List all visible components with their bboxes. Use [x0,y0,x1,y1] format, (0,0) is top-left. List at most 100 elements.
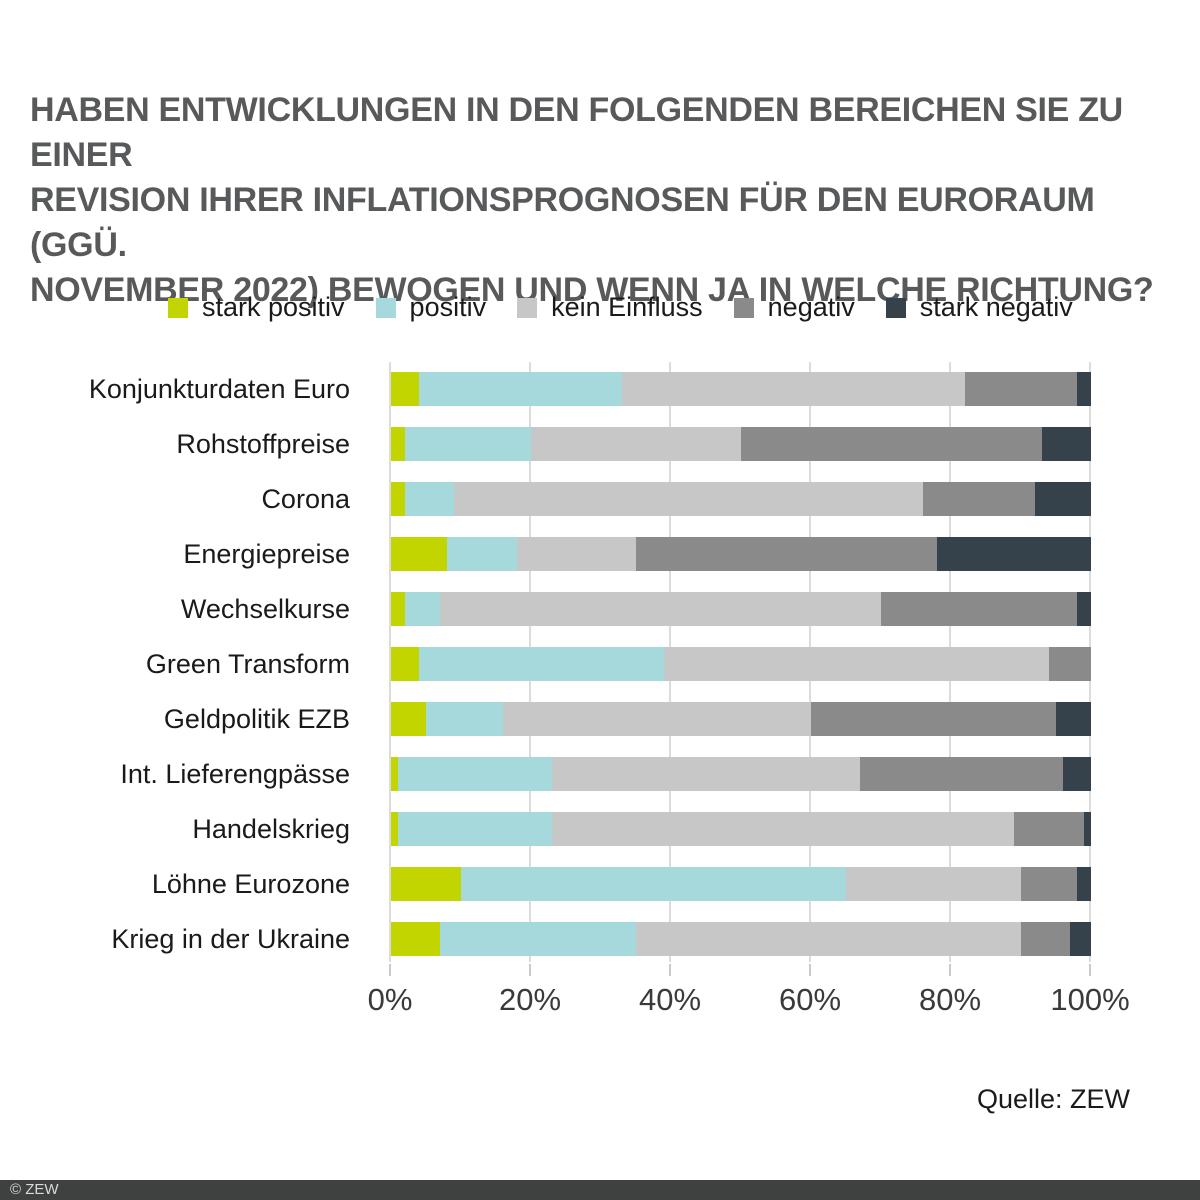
bar-segment-stark-negativ [1063,757,1091,791]
category-label: Corona [261,484,350,514]
x-axis-label: 100% [1050,982,1130,1017]
bar-segment-kein-Einfluss [517,537,636,571]
bar-segment-positiv [405,427,531,461]
bar-segment-kein-Einfluss [552,757,860,791]
chart-legend: stark positiv positiv kein Einfluss negativ… [168,292,1104,323]
bar-segment-stark-positiv [391,702,426,736]
legend-item-stark-negativ: stark negativ [885,292,1073,323]
bar-row [391,867,1091,901]
axis-tick [1089,964,1091,976]
bar-segment-positiv [419,372,622,406]
bar-segment-negativ [1014,812,1084,846]
bar-segment-stark-positiv [391,427,405,461]
legend-label: negativ [767,292,855,322]
legend-swatch [517,297,538,318]
bar-row [391,702,1091,736]
bar-segment-negativ [1021,867,1077,901]
category-label: Geldpolitik EZB [163,704,350,734]
bar-segment-kein-Einfluss [454,482,923,516]
category-label: Wechselkurse [180,594,350,624]
bar-segment-positiv [398,812,552,846]
x-axis-label: 20% [498,982,562,1017]
bar-segment-stark-positiv [391,647,419,681]
bar-segment-negativ [923,482,1035,516]
bar-segment-stark-negativ [1077,592,1091,626]
bar-segment-positiv [447,537,517,571]
bar-segment-stark-negativ [937,537,1091,571]
category-label: Konjunkturdaten Euro [88,374,350,404]
axis-tick [529,964,531,976]
legend-swatch [885,297,906,318]
source-note: Quelle: ZEW [976,1084,1130,1114]
bar-segment-positiv [398,757,552,791]
axis-tick [809,964,811,976]
bar-segment-stark-negativ [1077,372,1091,406]
bar-row [391,372,1091,406]
bar-segment-negativ [1049,647,1091,681]
bar-segment-negativ [741,427,1042,461]
bar-segment-stark-negativ [1077,867,1091,901]
bar-row [391,592,1091,626]
category-label: Rohstoffpreise [176,429,350,459]
bar-segment-positiv [419,647,664,681]
bar-row [391,922,1091,956]
bar-segment-negativ [965,372,1077,406]
bar-segment-kein-Einfluss [846,867,1021,901]
footer-copyright-bar: © ZEW [0,1180,1200,1200]
axis-tick [669,964,671,976]
bar-segment-stark-negativ [1035,482,1091,516]
category-label: Green Transform [145,649,350,679]
bar-segment-negativ [636,537,937,571]
bar-row [391,427,1091,461]
bar-segment-stark-positiv [391,482,405,516]
bar-segment-stark-positiv [391,372,419,406]
legend-label: stark negativ [919,292,1073,322]
bar-segment-kein-Einfluss [531,427,741,461]
category-label: Handelskrieg [192,814,350,844]
bar-row [391,757,1091,791]
bar-segment-negativ [860,757,1063,791]
bar-segment-positiv [405,592,440,626]
bar-segment-kein-Einfluss [636,922,1021,956]
bar-segment-stark-positiv [391,867,461,901]
legend-item-negativ: negativ [733,292,855,323]
bar-row [391,482,1091,516]
footer-copyright-text: © ZEW [10,1181,59,1198]
legend-item-stark-positiv: stark positiv [168,292,345,323]
bar-segment-stark-positiv [391,922,440,956]
bar-segment-positiv [461,867,846,901]
title-line-1: HABEN ENTWICKLUNGEN IN DEN FOLGENDEN BER… [30,91,1123,174]
bar-row [391,537,1091,571]
legend-item-positiv: positiv [375,292,487,323]
bar-segment-kein-Einfluss [552,812,1014,846]
bar-segment-kein-Einfluss [622,372,965,406]
legend-item-kein-Einfluss: kein Einfluss [517,292,703,323]
category-label: Krieg in der Ukraine [111,924,350,954]
bar-segment-negativ [811,702,1056,736]
bar-segment-stark-positiv [391,812,398,846]
bar-segment-kein-Einfluss [440,592,881,626]
bar-segment-stark-positiv [391,592,405,626]
legend-label: stark positiv [202,292,345,322]
axis-tick [389,964,391,976]
bar-segment-positiv [405,482,454,516]
bar-segment-negativ [1021,922,1070,956]
category-label: Löhne Eurozone [151,869,350,899]
bar-segment-negativ [881,592,1077,626]
bar-segment-positiv [440,922,636,956]
category-label: Int. Lieferengpässe [120,759,350,789]
axis-tick [949,964,951,976]
title-line-3: NOVEMBER 2022) BEWOGEN UND WENN JA IN WE… [30,271,1154,309]
bar-segment-kein-Einfluss [503,702,811,736]
legend-swatch [375,297,396,318]
bar-row [391,812,1091,846]
x-axis-label: 0% [367,982,413,1017]
chart-question-title: HABEN ENTWICKLUNGEN IN DEN FOLGENDEN BER… [30,88,1190,313]
bar-segment-positiv [426,702,503,736]
legend-label: kein Einfluss [551,292,703,322]
title-line-2: REVISION IHRER INFLATIONSPROGNOSEN FÜR D… [30,181,1095,264]
legend-label: positiv [409,292,487,322]
x-axis-label: 60% [778,982,842,1017]
x-axis-label: 80% [918,982,982,1017]
